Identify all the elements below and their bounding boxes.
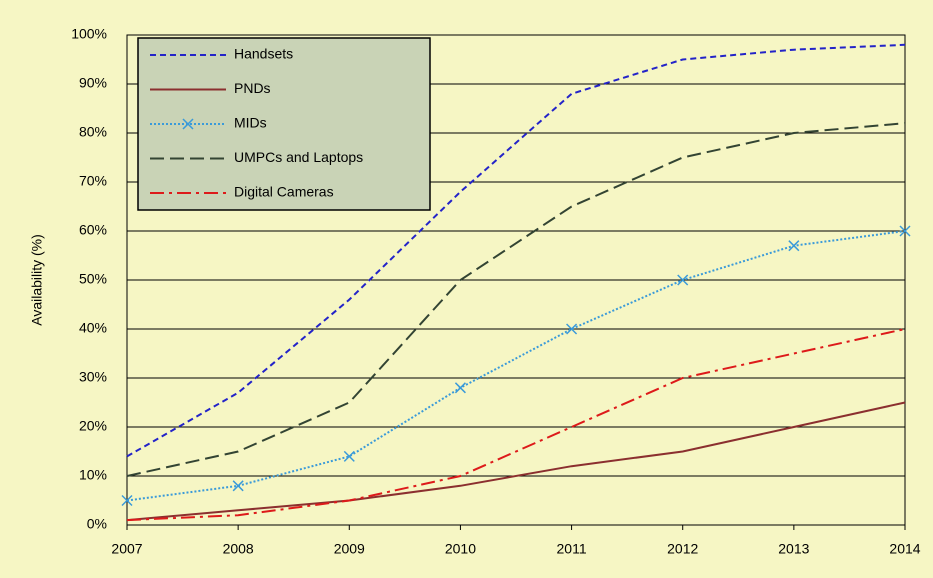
x-tick-label: 2011 (557, 541, 587, 557)
x-tick-label: 2009 (334, 541, 365, 557)
y-tick-label: 20% (79, 418, 107, 434)
legend-label: UMPCs and Laptops (234, 149, 363, 165)
y-tick-label: 10% (79, 467, 107, 483)
legend-marker (182, 118, 194, 130)
y-tick-label: 30% (79, 369, 107, 385)
point-marker (899, 225, 911, 237)
point-marker (232, 480, 244, 492)
series-line (126, 43, 906, 458)
y-tick-label: 100% (71, 26, 107, 42)
point-marker (121, 494, 133, 507)
plot-frame (126, 34, 906, 526)
x-tick-label: 2008 (223, 541, 254, 557)
point-marker (343, 450, 355, 462)
point-marker (454, 382, 466, 394)
x-tick-label: 2014 (889, 541, 920, 557)
y-tick-label: 60% (79, 222, 107, 238)
series-line (126, 230, 906, 502)
y-axis-label: Availability (%) (29, 234, 45, 326)
point-marker (788, 240, 800, 252)
legend-label: PNDs (234, 80, 271, 96)
legend-label: Handsets (234, 46, 293, 62)
point-marker (566, 323, 578, 335)
series-line (126, 122, 906, 477)
y-tick-label: 80% (79, 124, 107, 140)
y-tick-label: 50% (79, 271, 107, 287)
series-line (126, 401, 906, 522)
legend-label: Digital Cameras (234, 184, 334, 200)
x-tick-label: 2007 (111, 541, 142, 557)
x-tick-label: 2013 (778, 541, 809, 557)
y-tick-label: 90% (79, 75, 107, 91)
series-line (126, 328, 906, 522)
x-tick-label: 2012 (667, 541, 698, 557)
y-tick-label: 70% (79, 173, 107, 189)
y-tick-label: 0% (87, 516, 107, 532)
legend-label: MIDs (234, 115, 267, 131)
y-tick-label: 40% (79, 320, 107, 336)
x-tick-label: 2010 (445, 541, 476, 557)
point-marker (677, 274, 689, 286)
